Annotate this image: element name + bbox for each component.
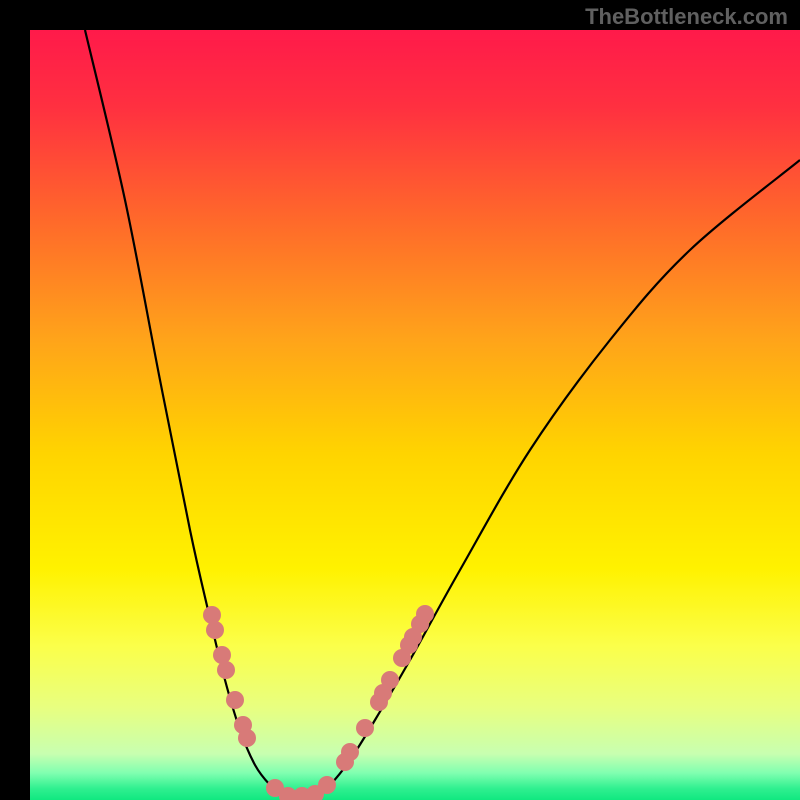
data-marker bbox=[238, 729, 256, 747]
chart-area bbox=[30, 30, 800, 800]
marker-group bbox=[203, 605, 434, 800]
data-marker bbox=[381, 671, 399, 689]
data-marker bbox=[206, 621, 224, 639]
chart-svg bbox=[30, 30, 800, 800]
bottleneck-curve bbox=[85, 30, 800, 797]
data-marker bbox=[416, 605, 434, 623]
data-marker bbox=[203, 606, 221, 624]
data-marker bbox=[217, 661, 235, 679]
data-marker bbox=[226, 691, 244, 709]
data-marker bbox=[341, 743, 359, 761]
data-marker bbox=[318, 776, 336, 794]
watermark-text: TheBottleneck.com bbox=[585, 4, 788, 30]
data-marker bbox=[356, 719, 374, 737]
